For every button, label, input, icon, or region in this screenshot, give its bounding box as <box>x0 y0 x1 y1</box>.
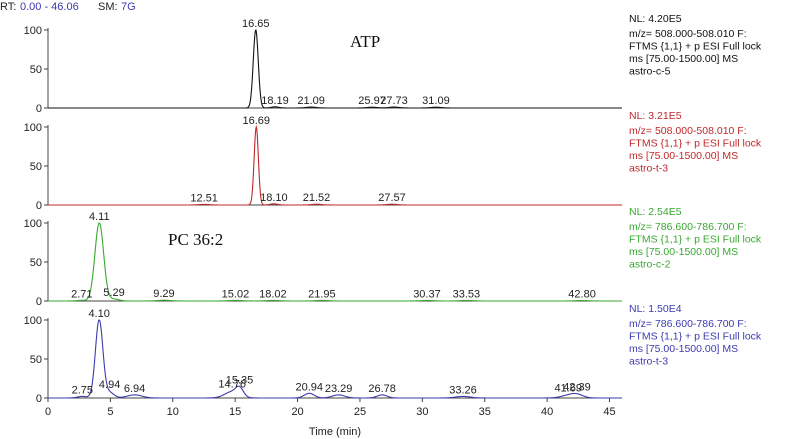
peak-label: 33.53 <box>453 288 481 300</box>
scan-filter-line: FTMS {1,1} + p ESI Full lock <box>629 138 762 150</box>
peak-label: 4.10 <box>88 308 109 320</box>
x-tick-label: 5 <box>107 406 113 418</box>
x-tick-label: 0 <box>45 406 51 418</box>
peak-label: 21.52 <box>303 192 331 204</box>
compound-annotation: ATP <box>350 32 380 51</box>
nl-value: NL: 4.20E5 <box>629 13 682 25</box>
peak-label: 18.02 <box>259 288 287 300</box>
peak-label: 18.10 <box>260 192 288 204</box>
peak-label: 42.39 <box>563 382 591 394</box>
peak-label: 6.94 <box>124 383 145 395</box>
peak-label: 23.29 <box>325 383 353 395</box>
peak-label: 14.76 <box>218 379 246 391</box>
peak-label: 21.95 <box>308 288 336 300</box>
x-tick-label: 10 <box>167 406 179 418</box>
y-tick-label: 0 <box>36 296 42 308</box>
y-tick-label: 0 <box>36 200 42 212</box>
x-tick-label: 35 <box>479 406 491 418</box>
panel-2: 0 50 100 12.51 16.69 18.10 21.52 27.57 NL: 3.21E… <box>24 110 762 212</box>
y-tick-label: 100 <box>24 122 42 134</box>
peak-label: 33.26 <box>449 384 477 396</box>
scan-filter-line: m/z= 786.600-786.700 F: <box>629 318 747 330</box>
peak-label: 4.94 <box>99 379 120 391</box>
peak-label: 27.73 <box>380 95 408 107</box>
scan-filter-line: ms [75.00-1500.00] MS <box>629 53 738 65</box>
x-tick-label: 45 <box>603 406 615 418</box>
y-tick-label: 50 <box>30 161 42 173</box>
peak-label: 2.71 <box>71 288 92 300</box>
y-tick-label: 100 <box>24 218 42 230</box>
peak-label: 16.65 <box>242 18 270 30</box>
nl-value: NL: 2.54E5 <box>629 206 682 218</box>
nl-value: NL: 1.50E4 <box>629 303 682 315</box>
y-tick-label: 100 <box>24 25 42 37</box>
scan-filter-line: ms [75.00-1500.00] MS <box>629 150 738 162</box>
scan-filter-line: astro-c-2 <box>629 259 671 271</box>
x-tick-label: 15 <box>229 406 241 418</box>
chart-header: RT: 0.00 - 46.06 SM: 7G <box>0 1 136 13</box>
peak-label: 4.11 <box>89 211 110 223</box>
peak-label: 26.78 <box>368 383 396 395</box>
y-tick-label: 0 <box>36 103 42 115</box>
y-tick-label: 50 <box>30 354 42 366</box>
nl-value: NL: 3.21E5 <box>629 110 682 122</box>
trace-line <box>48 28 622 109</box>
y-tick-label: 100 <box>24 315 42 327</box>
x-tick-label: 25 <box>354 406 366 418</box>
peak-label: 21.09 <box>297 95 325 107</box>
peak-label: 16.69 <box>242 115 270 127</box>
peak-label: 5.29 <box>103 287 124 299</box>
trace-line <box>48 124 622 206</box>
trace-line <box>48 319 622 399</box>
y-tick-label: 0 <box>36 393 42 405</box>
peak-label: 30.37 <box>413 288 441 300</box>
peak-label: 42.80 <box>568 289 596 301</box>
trace-line <box>48 222 622 302</box>
scan-filter-line: FTMS {1,1} + p ESI Full lock <box>629 41 762 53</box>
peak-label: 25.97 <box>358 95 386 107</box>
x-tick-label: 40 <box>541 406 553 418</box>
peak-label: 2.75 <box>72 384 93 396</box>
peak-label: 15.02 <box>222 288 250 300</box>
peak-label: 12.51 <box>190 192 218 204</box>
scan-filter-line: m/z= 508.000-508.010 F: <box>629 125 747 137</box>
x-axis: 0 5 10 15 20 25 30 35 40 45 Time (min) <box>45 398 616 438</box>
x-tick-label: 30 <box>416 406 428 418</box>
peak-label: 31.09 <box>422 95 450 107</box>
panel-3: 0 50 100 2.71 4.11 5.29 9.29 15.02 18.02 21.95 30.… <box>24 206 762 308</box>
peak-label: 41.69 <box>554 382 582 394</box>
scan-filter-line: m/z= 786.600-786.700 F: <box>629 221 747 233</box>
sm-label: SM: <box>98 1 118 13</box>
scan-filter-line: astro-c-5 <box>629 66 671 78</box>
scan-filter-line: astro-t-3 <box>629 356 668 368</box>
rt-label: RT: <box>0 1 16 13</box>
scan-filter-line: FTMS {1,1} + p ESI Full lock <box>629 331 762 343</box>
scan-filter-line: FTMS {1,1} + p ESI Full lock <box>629 234 762 246</box>
scan-filter-line: ms [75.00-1500.00] MS <box>629 343 738 355</box>
sm-value: 7G <box>121 1 136 13</box>
scan-filter-line: m/z= 508.000-508.010 F: <box>629 28 747 40</box>
x-axis-label: Time (min) <box>309 426 361 438</box>
x-tick-label: 20 <box>291 406 303 418</box>
compound-annotation: PC 36:2 <box>168 230 223 249</box>
y-tick-label: 50 <box>30 64 42 76</box>
y-tick-label: 50 <box>30 257 42 269</box>
peak-label: 18.19 <box>261 95 289 107</box>
peak-label: 9.29 <box>153 288 174 300</box>
scan-filter-line: ms [75.00-1500.00] MS <box>629 246 738 258</box>
peak-label: 27.57 <box>378 192 406 204</box>
peak-label: 20.94 <box>296 381 324 393</box>
rt-range: 0.00 - 46.06 <box>20 1 79 13</box>
scan-filter-line: astro-t-3 <box>629 163 668 175</box>
peak-label: 15.35 <box>226 374 254 386</box>
